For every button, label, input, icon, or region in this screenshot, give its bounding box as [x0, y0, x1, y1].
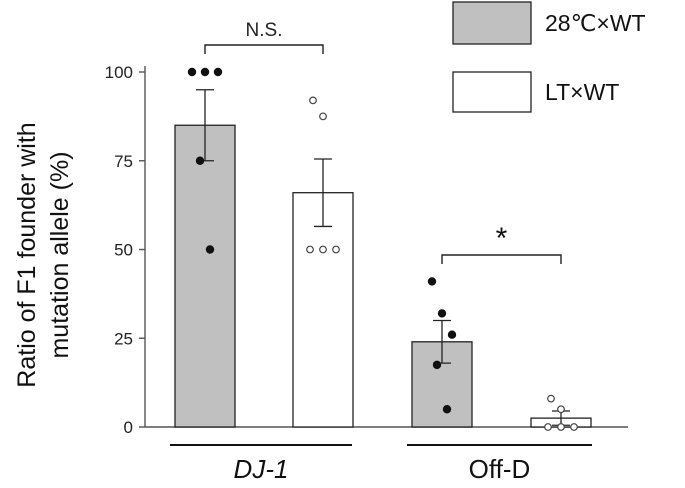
- y-tick-label: 75: [114, 152, 133, 171]
- legend-label: 28℃×WT: [545, 10, 646, 36]
- y-tick-label: 0: [124, 418, 133, 437]
- data-point: [544, 423, 552, 431]
- significance-bracket: [204, 44, 324, 54]
- data-point: [213, 67, 223, 77]
- y-tick-label: 25: [114, 329, 133, 348]
- y-tick-label: 100: [105, 63, 133, 82]
- data-point: [319, 112, 327, 121]
- data-point: [557, 405, 565, 414]
- bar: [292, 192, 354, 428]
- data-point: [195, 156, 205, 165]
- bars: [174, 89, 592, 428]
- data-point: [187, 67, 197, 77]
- y-axis-label-line1: Ratio of F1 founder with: [13, 122, 41, 387]
- significance-label: *: [496, 222, 508, 255]
- data-point: [557, 423, 565, 431]
- data-point: [332, 245, 340, 254]
- group-labels: DJ-1 Off-D: [170, 444, 592, 484]
- significance-bracket: [441, 254, 562, 264]
- data-points: [187, 67, 578, 431]
- legend-label: LT×WT: [545, 79, 619, 105]
- significance-label: N.S.: [246, 20, 283, 41]
- data-point: [205, 245, 215, 254]
- y-axis-label: Ratio of F1 founder with mutation allele…: [13, 122, 74, 387]
- legend-swatch: [452, 71, 532, 113]
- data-point: [427, 277, 437, 286]
- data-point: [447, 330, 457, 339]
- y-axis-label-line2: mutation allele (%): [46, 151, 74, 358]
- data-point: [309, 96, 317, 105]
- group-label: Off-D: [469, 454, 531, 484]
- data-point: [432, 360, 442, 370]
- data-point: [200, 67, 210, 77]
- data-point: [319, 245, 327, 254]
- significance-annotations: N.S. *: [204, 20, 562, 264]
- group-label: DJ-1: [234, 454, 289, 484]
- data-point: [437, 309, 447, 318]
- data-point: [442, 405, 452, 414]
- bar: [174, 124, 236, 428]
- data-point: [306, 245, 314, 254]
- data-point: [547, 394, 555, 403]
- legend: 28℃×WT LT×WT: [452, 1, 646, 113]
- legend-swatch: [452, 1, 532, 45]
- y-tick-label: 50: [114, 241, 133, 260]
- data-point: [570, 423, 578, 431]
